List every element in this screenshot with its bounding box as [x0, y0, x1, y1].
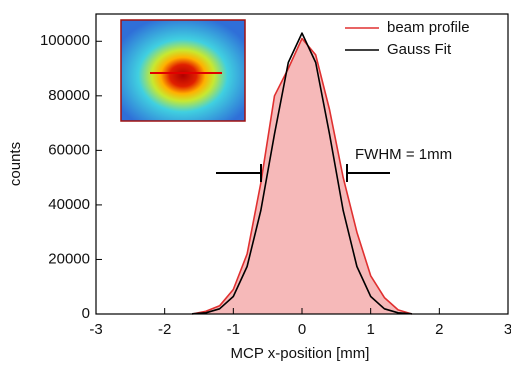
page: FWHM = 1mm MCP x-position [mm] counts 0 2…: [0, 0, 511, 372]
inset-image: [121, 20, 245, 121]
y-tick-label: 100000: [40, 32, 90, 49]
legend-label: beam profile: [387, 19, 470, 36]
x-tick-label: 0: [298, 321, 306, 338]
x-tick-label: -1: [227, 321, 240, 338]
y-tick-label: 0: [82, 305, 90, 322]
x-tick-label: 3: [504, 321, 511, 338]
chart: FWHM = 1mm MCP x-position [mm] counts 0 2…: [0, 0, 511, 367]
annotation: FWHM = 1mm: [355, 146, 452, 163]
y-tick-label: 60000: [48, 141, 90, 158]
y-tick-label: 20000: [48, 250, 90, 267]
y-axis-label: counts: [7, 142, 24, 186]
x-tick-label: 1: [366, 321, 374, 338]
y-tick-label: 40000: [48, 196, 90, 213]
x-axis-label: MCP x-position [mm]: [231, 345, 370, 362]
x-tick-label: -2: [158, 321, 171, 338]
x-tick-label: -3: [89, 321, 102, 338]
x-tick-label: 2: [435, 321, 443, 338]
y-tick-label: 80000: [48, 87, 90, 104]
legend-label: Gauss Fit: [387, 41, 452, 58]
